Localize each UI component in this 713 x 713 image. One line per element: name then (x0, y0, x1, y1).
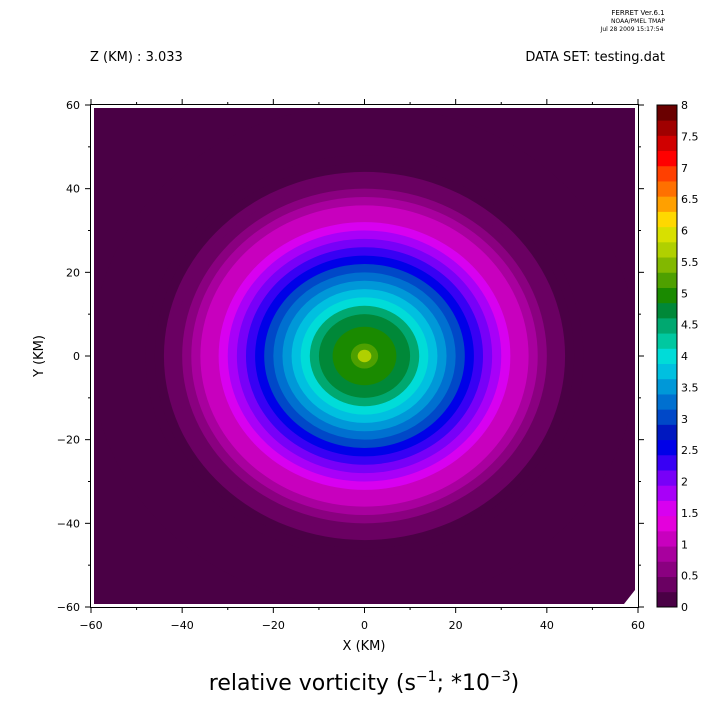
contour-field (94, 108, 635, 604)
y-tick-label: 60 (66, 99, 80, 112)
dataset-label: DATA SET: testing.dat (525, 50, 665, 65)
colorbar-swatch (657, 287, 677, 304)
colorbar-swatch (657, 317, 677, 334)
colorbar-label: 3 (681, 413, 688, 426)
colorbar-swatch (657, 485, 677, 501)
colorbar-swatch (657, 302, 677, 319)
x-tick-label: 60 (631, 619, 645, 632)
colorbar-swatch (657, 515, 677, 532)
colorbar-label: 1 (681, 538, 688, 551)
colorbar-swatch (657, 333, 677, 349)
colorbar-swatch (657, 135, 677, 152)
colorbar-swatch (657, 470, 677, 486)
title-end: ) (511, 671, 520, 696)
y-tick-label: −20 (57, 434, 80, 447)
colorbar-swatch (657, 530, 677, 547)
y-axis-label: Y (KM) (32, 335, 47, 378)
colorbar-swatch (657, 363, 677, 380)
y-tick-label: 20 (66, 266, 80, 279)
colorbar-swatch (657, 424, 677, 441)
title-middle: ; *10 (437, 671, 490, 696)
title-main: relative vorticity (s (209, 671, 416, 696)
colorbar-label: 5 (681, 287, 688, 300)
z-level-label: Z (KM) : 3.033 (90, 50, 183, 65)
colorbar-label: 3.5 (681, 381, 699, 394)
colorbar-swatch (657, 454, 677, 471)
colorbar-label: 2 (681, 476, 688, 489)
x-tick-label: −60 (79, 619, 102, 632)
contour-ring (357, 349, 372, 363)
colorbar-swatch (657, 181, 677, 197)
colorbar-label: 8 (681, 99, 688, 112)
colorbar-swatch (657, 226, 677, 243)
colorbar-swatch (657, 546, 677, 562)
colorbar-swatch (657, 348, 677, 365)
colorbar-label: 1.5 (681, 507, 699, 520)
y-tick-label: −40 (57, 517, 80, 530)
colorbar-swatch (657, 500, 677, 517)
colorbar-swatch (657, 272, 677, 288)
colorbar: 8 7.5 7 6.5 6 5.5 5 4.5 4 3.5 3 2.5 2 1.5 1 0.5 0 (656, 99, 699, 614)
corner-cutout (624, 590, 635, 604)
colorbar-label: 6.5 (681, 193, 699, 206)
colorbar-label: 6 (681, 225, 688, 238)
y-tick-label: 40 (66, 183, 80, 196)
colorbar-swatch (657, 561, 677, 577)
colorbar-swatch (657, 241, 677, 258)
ferret-date-text: Jul 28 2009 15:17:54 (600, 26, 664, 33)
x-tick-label: 20 (449, 619, 463, 632)
colorbar-swatch (657, 150, 677, 167)
colorbar-swatch (657, 105, 677, 121)
colorbar-swatch (657, 409, 677, 425)
x-tick-label: 0 (361, 619, 368, 632)
colorbar-label: 5.5 (681, 256, 699, 269)
colorbar-swatch (657, 165, 677, 182)
colorbar-swatch (657, 394, 677, 410)
x-tick-label: −40 (171, 619, 194, 632)
chart-title: relative vorticity (s−1; *10−3) (209, 669, 519, 696)
colorbar-swatch (657, 591, 677, 608)
y-tick-label: 0 (73, 350, 80, 363)
colorbar-label: 0.5 (681, 570, 699, 583)
colorbar-swatch (657, 439, 677, 456)
colorbar-label: 4 (681, 350, 688, 363)
title-exponent-1: −1 (416, 669, 437, 685)
colorbar-swatch (657, 576, 677, 593)
x-axis-label: X (KM) (343, 639, 386, 654)
colorbar-label: 0 (681, 601, 688, 614)
colorbar-swatch (657, 120, 677, 136)
colorbar-swatch (657, 378, 677, 395)
colorbar-label: 7 (681, 162, 688, 175)
x-tick-label: −20 (262, 619, 285, 632)
x-tick-label: 40 (540, 619, 554, 632)
axes: −60 −40 −20 0 20 40 60 −60 −40 −20 0 20 40 60 (57, 99, 645, 632)
colorbar-swatch (657, 257, 677, 273)
y-tick-label: −60 (57, 601, 80, 614)
ferret-org-text: NOAA/PMEL TMAP (611, 18, 665, 25)
colorbar-swatch (657, 196, 677, 212)
colorbar-swatch (657, 211, 677, 228)
colorbar-frame (656, 104, 678, 608)
colorbar-label: 2.5 (681, 444, 699, 457)
ferret-version-text: FERRET Ver.6.1 (611, 9, 664, 17)
colorbar-label: 4.5 (681, 319, 699, 332)
title-exponent-2: −3 (490, 669, 511, 685)
colorbar-label: 7.5 (681, 130, 699, 143)
